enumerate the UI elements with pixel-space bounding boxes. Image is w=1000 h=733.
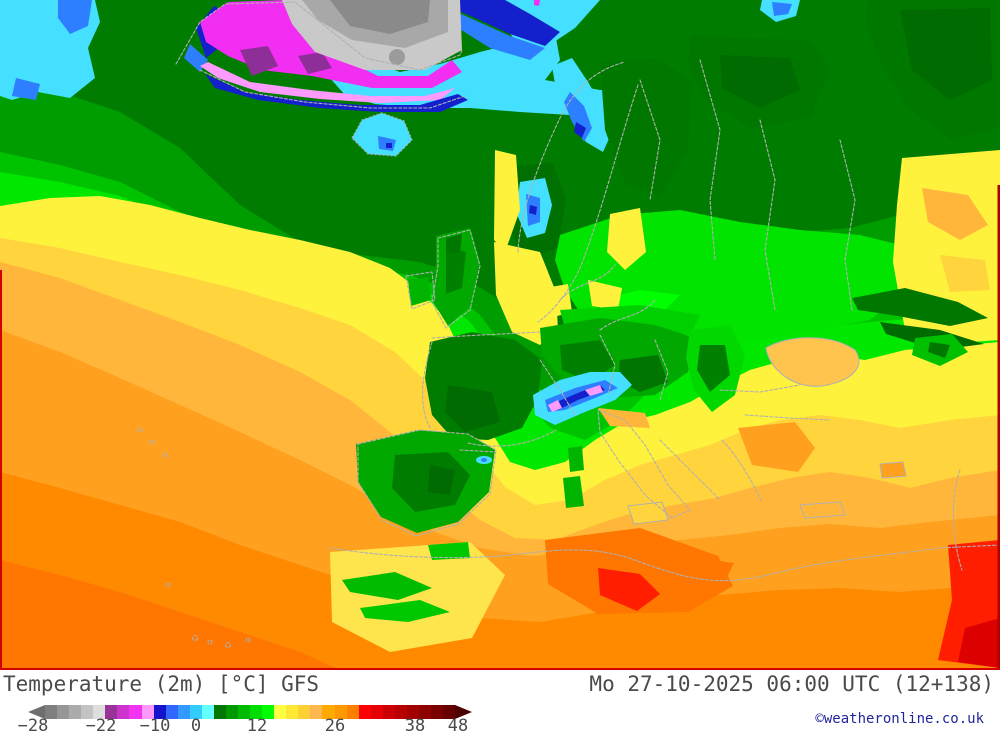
country-borders — [137, 1, 1000, 649]
scale-tick-0: 0 — [190, 716, 202, 733]
scale-segment — [322, 705, 335, 719]
temperature-map — [0, 0, 1000, 670]
scale-segment — [418, 705, 431, 719]
corsica — [568, 446, 584, 472]
scale-tick-26: 26 — [324, 716, 346, 733]
scale-segment — [225, 705, 238, 719]
temperature-map-svg — [0, 0, 1000, 670]
scale-segment — [443, 705, 456, 719]
scale-segment — [238, 705, 251, 719]
po-valley — [598, 408, 650, 428]
iceland — [351, 112, 413, 157]
scale-segment — [406, 705, 419, 719]
map-datetime: Mo 27-10-2025 06:00 UTC (12+138) — [589, 672, 994, 696]
scale-tick-12: 12 — [246, 716, 268, 733]
scale-tick-labels: −28 −22 −10 0 12 26 38 48 — [0, 716, 500, 733]
scale-segment — [129, 705, 142, 719]
scale-segment — [346, 705, 359, 719]
cyprus — [879, 461, 907, 479]
scale-segment — [81, 705, 94, 719]
black-sea — [765, 337, 860, 387]
scale-segment — [262, 705, 275, 719]
scale-segment — [69, 705, 82, 719]
alps-cold-region — [533, 372, 632, 425]
scale-tick-48: 48 — [447, 716, 469, 733]
crete — [799, 501, 846, 519]
scale-segment — [394, 705, 407, 719]
map-title: Temperature (2m) [°C] GFS — [3, 672, 320, 696]
scale-segment — [201, 705, 214, 719]
ireland — [408, 277, 431, 306]
scale-segment — [57, 705, 70, 719]
southern-regions — [330, 334, 1000, 668]
scale-segment — [298, 705, 311, 719]
scale-segment — [310, 705, 323, 719]
libya-hot-spot — [598, 568, 660, 611]
atlas-mountains — [342, 572, 432, 600]
scale-segment — [286, 705, 299, 719]
scale-segment — [153, 705, 166, 719]
arctic-cold-regions — [0, 0, 800, 258]
scale-segment — [334, 705, 347, 719]
scale-segment — [45, 705, 58, 719]
temperature-scale-bar — [45, 705, 456, 719]
map-frame — [0, 185, 1000, 670]
scale-segment — [431, 705, 444, 719]
scale-segment — [250, 705, 263, 719]
scale-segment — [165, 705, 178, 719]
copyright-link[interactable]: ©weatheronline.co.uk — [815, 711, 984, 727]
western-europe-patches — [356, 228, 745, 533]
sicily — [627, 501, 669, 525]
sardinia — [563, 476, 584, 508]
scale-segment — [274, 705, 287, 719]
scale-segment — [189, 705, 202, 719]
scale-right-arrow — [455, 705, 472, 719]
scale-segment — [117, 705, 130, 719]
scale-segment — [105, 705, 118, 719]
scale-segment — [382, 705, 395, 719]
scale-segment — [213, 705, 226, 719]
scale-segment — [370, 705, 383, 719]
scale-segment — [358, 705, 371, 719]
scale-left-arrow — [28, 705, 45, 719]
scale-tick-minus-28: −28 — [17, 716, 49, 733]
scale-tick-38: 38 — [404, 716, 426, 733]
scale-segment — [141, 705, 154, 719]
scale-segment — [93, 705, 106, 719]
scale-tick-minus-10: −10 — [139, 716, 171, 733]
scale-tick-minus-22: −22 — [85, 716, 117, 733]
scale-segment — [177, 705, 190, 719]
